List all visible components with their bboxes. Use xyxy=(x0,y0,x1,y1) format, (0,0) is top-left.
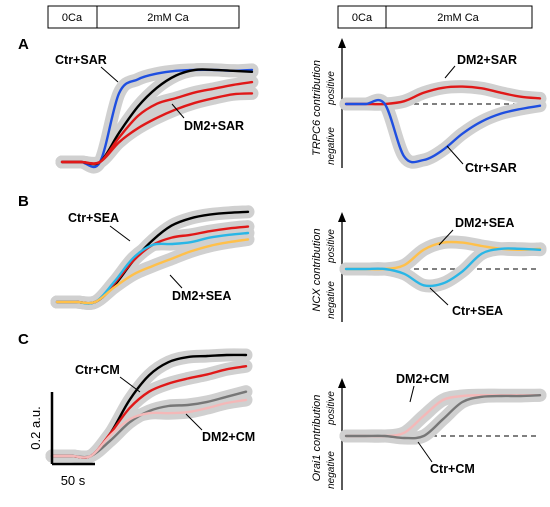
ann-c-left-ctr-cm: Ctr+CM xyxy=(75,363,120,377)
header-bar-right: 0Ca 2mM Ca xyxy=(337,5,533,29)
a-right-y-top: positive xyxy=(326,71,337,106)
c-right-y-top: positive xyxy=(326,391,337,426)
trace-a-right-ctr-sar-1 xyxy=(344,98,542,164)
axes-b-right: positive negative NCX contribution xyxy=(311,212,540,322)
b-right-y-bottom: negative xyxy=(326,281,337,319)
ann-a-right-ctr-sar: Ctr+SAR xyxy=(465,161,517,175)
ann-b-right-ctr-sea: Ctr+SEA xyxy=(452,304,503,318)
scale-bar-x-label: 50 s xyxy=(61,473,86,488)
ann-a-right-dm2-sar: DM2+SAR xyxy=(457,53,517,67)
a-right-ylabel: TRPC6 contribution xyxy=(311,60,323,156)
trace-c-right-ctr-cm-1 xyxy=(344,394,542,440)
ann-c-right-ctr-cm: Ctr+CM xyxy=(430,462,475,476)
sem-band-c-left-3 xyxy=(45,393,253,464)
scale-bar-y-label: 0.2 a.u. xyxy=(28,406,43,449)
trace-b-right-ctr-sea-1 xyxy=(344,247,542,288)
header-left-seg-0ca: 0Ca xyxy=(62,12,83,24)
ann-b-left-ctr-sea: Ctr+SEA xyxy=(68,211,119,225)
trace-b-left-dm2-sea-3 xyxy=(55,238,250,305)
sem-band-b-right-1 xyxy=(339,241,547,293)
header-bar-left: 0Ca 2mM Ca xyxy=(47,5,240,29)
scale-bar: 0.2 a.u. 50 s xyxy=(28,392,95,488)
plot-a-right xyxy=(339,80,547,169)
c-right-y-bottom: negative xyxy=(326,451,337,489)
panel-letter-b: B xyxy=(18,193,29,210)
panel-letter-c: C xyxy=(18,331,29,348)
b-right-y-top: positive xyxy=(326,229,337,264)
header-right-seg-2mm: 2mM Ca xyxy=(437,12,479,24)
a-right-y-bottom: negative xyxy=(326,127,337,165)
plot-a-left xyxy=(55,62,259,174)
plot-c-right xyxy=(339,388,547,445)
ann-c-left-dm2-cm: DM2+CM xyxy=(202,430,255,444)
ann-a-left-dm2-sar: DM2+SAR xyxy=(184,119,244,133)
ann-c-right-dm2-cm: DM2+CM xyxy=(396,372,449,386)
annotations: Ctr+SAR DM2+SAR DM2+SAR Ctr+SAR Ctr+SEA … xyxy=(55,53,517,476)
plot-b-left xyxy=(50,205,255,310)
header-right-seg-0ca: 0Ca xyxy=(352,12,373,24)
panel-letter-a: A xyxy=(18,36,29,53)
trace-a-left-dm2-sar-3 xyxy=(60,92,254,165)
b-right-ylabel: NCX contribution xyxy=(311,228,323,311)
trace-a-right-dm2-sar-0 xyxy=(344,85,542,106)
axes-c-right: positive negative Orai1 contribution xyxy=(311,378,540,490)
plot-b-right xyxy=(339,235,547,293)
c-right-ylabel: Orai1 contribution xyxy=(311,395,323,482)
axes-a-right: positive negative TRPC6 contribution xyxy=(311,38,540,168)
header-left-seg-2mm: 2mM Ca xyxy=(147,12,189,24)
ann-b-right-dm2-sea: DM2+SEA xyxy=(455,216,514,230)
ann-a-left-ctr-sar: Ctr+SAR xyxy=(55,53,107,67)
trace-c-left-dm2-cm-3 xyxy=(50,398,248,459)
plot-c-left xyxy=(45,348,253,465)
ann-b-left-dm2-sea: DM2+SEA xyxy=(172,289,231,303)
